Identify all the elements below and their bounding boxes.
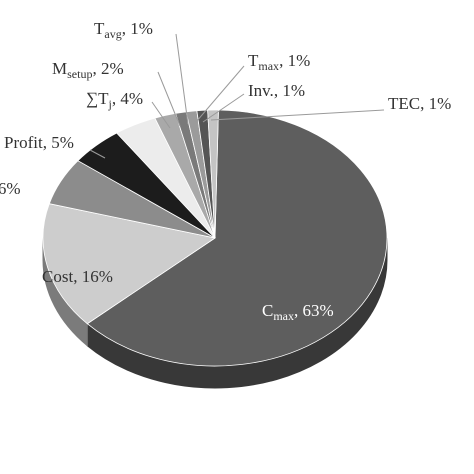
label-value: , 6% [0, 179, 21, 198]
label-value: , 4% [112, 89, 143, 108]
slice-label: Tavg, 1% [94, 19, 153, 41]
leader-line [175, 33, 189, 125]
slice-label: Cost, 16% [42, 267, 113, 286]
slice-label: Tmax, 1% [248, 51, 310, 73]
label-name: Inv. [248, 81, 274, 100]
leader-line [202, 93, 245, 123]
label-subscript: setup [67, 67, 92, 81]
label-name: T [248, 51, 259, 70]
label-value: , 16% [73, 267, 113, 286]
label-name: ∑T [86, 89, 109, 108]
label-value: , 1% [122, 19, 153, 38]
pie-slice [207, 109, 219, 239]
slice-label: Profit, 5% [4, 133, 74, 152]
leader-line [210, 109, 385, 121]
pie-slice [42, 203, 217, 325]
label-subscript: max [273, 309, 294, 323]
slice-label: TEC, 1% [388, 94, 451, 113]
label-value: , 63% [294, 301, 334, 320]
label-value: , 1% [274, 81, 305, 100]
label-name: Profit [4, 133, 43, 152]
label-subscript: max [258, 59, 279, 73]
label-subscript: j [108, 97, 112, 111]
slice-label: ∑Tj, 4% [86, 89, 143, 111]
label-value: , 1% [279, 51, 310, 70]
label-value: , 2% [92, 59, 123, 78]
label-value: , 1% [420, 94, 451, 113]
leader-line [157, 71, 181, 127]
label-name: Cost [42, 267, 73, 286]
leader-line [151, 101, 171, 129]
slice-label: j, 6% [0, 179, 21, 201]
slice-label: Inv., 1% [248, 81, 305, 100]
label-subscript: avg [104, 27, 121, 41]
label-value: , 5% [43, 133, 74, 152]
leader-line [195, 65, 245, 123]
label-name: T [94, 19, 105, 38]
label-name: M [52, 59, 67, 78]
leader-line [89, 149, 106, 159]
label-name: C [262, 301, 273, 320]
pie-slice [86, 109, 388, 367]
label-name: TEC [388, 94, 420, 113]
slice-label: Cmax, 63% [262, 301, 334, 323]
slice-label: Msetup, 2% [52, 59, 124, 81]
